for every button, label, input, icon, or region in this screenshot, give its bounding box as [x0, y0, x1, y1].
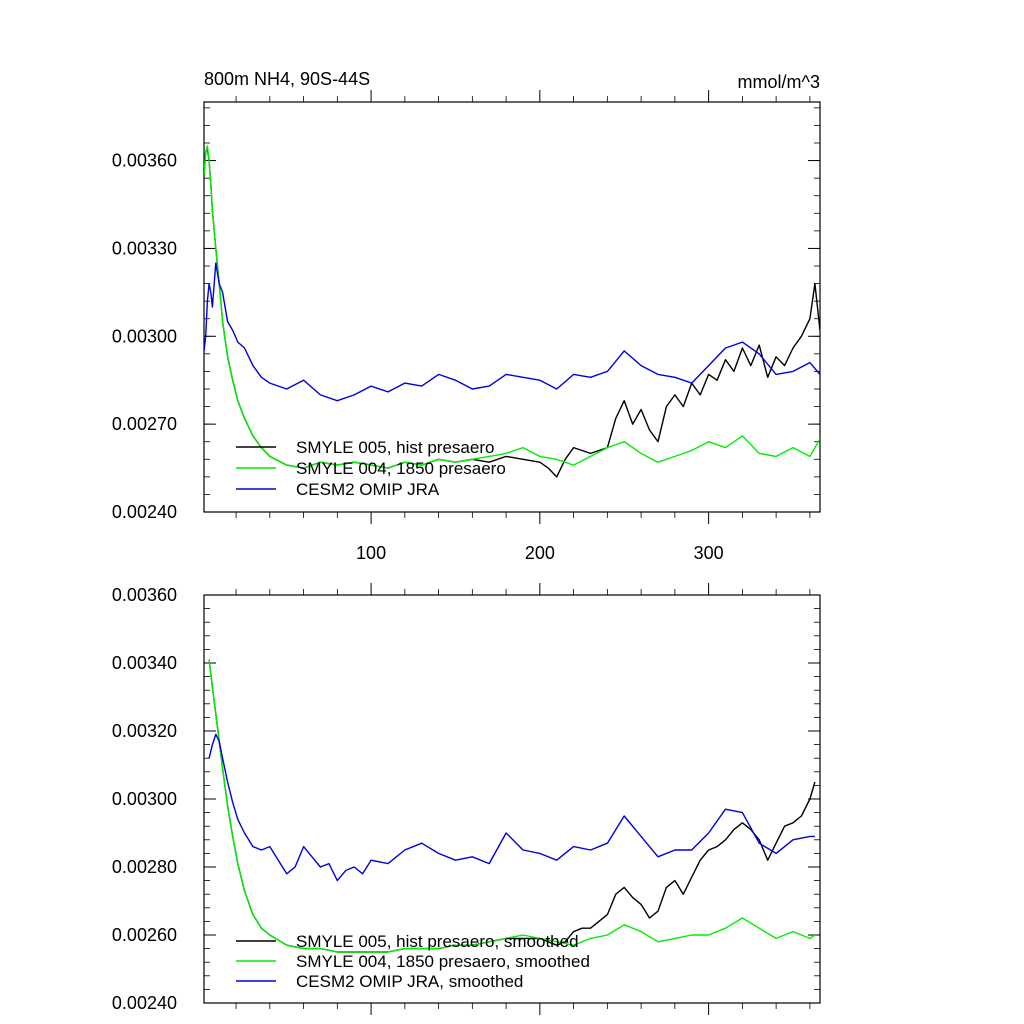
series-line-3	[208, 733, 815, 882]
legend-label: SMYLE 004, 1850 presaero	[296, 459, 506, 478]
y-tick-label: 0.00270	[112, 414, 177, 434]
y-tick-label: 0.00240	[112, 502, 177, 522]
y-tick-label: 0.00260	[112, 925, 177, 945]
top-panel: 0.00240 0.00270 0.00300 0.00330 0.00360 100 20…	[112, 90, 821, 563]
legend-label: CESM2 OMIP JRA	[296, 480, 440, 499]
y-tick-label: 0.00360	[112, 585, 177, 605]
y-tick-label: 0.00340	[112, 653, 177, 673]
series-line-3	[204, 262, 820, 402]
x-tick-label: 100	[356, 543, 386, 563]
series-line-2	[208, 659, 816, 953]
x-tick-label: 300	[694, 543, 724, 563]
y-tick-label: 0.00280	[112, 857, 177, 877]
series-line-1	[208, 659, 816, 953]
y-tick-label: 0.00240	[112, 993, 177, 1013]
legend-label: SMYLE 005, hist presaero	[296, 438, 494, 457]
series-line-1	[204, 148, 820, 478]
y-tick-label: 0.00360	[112, 151, 177, 171]
y-tick-label: 0.00320	[112, 721, 177, 741]
legend-label: SMYLE 005, hist presaero, smoothed	[296, 932, 579, 951]
y-tick-label: 0.00300	[112, 326, 177, 346]
series-line-2	[204, 145, 820, 469]
legend-label: SMYLE 004, 1850 presaero, smoothed	[296, 952, 590, 971]
y-tick-label: 0.00300	[112, 789, 177, 809]
x-tick-label: 200	[525, 543, 555, 563]
bottom-panel: 0.00240 0.00260 0.00280 0.00300 0.00320 0.003…	[112, 583, 821, 1015]
units-label: mmol/m^3	[738, 72, 820, 92]
plot-frame	[203, 101, 821, 513]
y-tick-label: 0.00330	[112, 238, 177, 258]
legend-label: CESM2 OMIP JRA, smoothed	[296, 972, 523, 991]
chart-title: 800m NH4, 90S-44S	[204, 69, 370, 89]
